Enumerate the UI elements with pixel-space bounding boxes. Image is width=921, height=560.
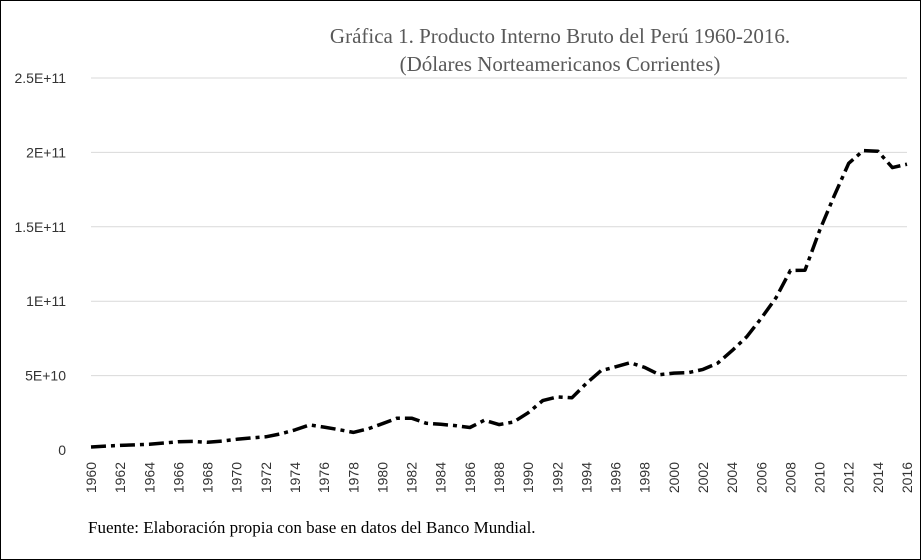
series-line-0 — [90, 148, 908, 449]
x-tick-label: 1966 — [170, 462, 186, 493]
x-tick-label: 1996 — [608, 462, 624, 493]
x-tick-label: 1960 — [83, 462, 99, 493]
x-tick-label: 1992 — [549, 462, 565, 493]
x-tick-label: 1962 — [112, 462, 128, 493]
x-tick-label: 2004 — [724, 462, 740, 493]
x-tick-label: 2002 — [695, 462, 711, 493]
x-tick-label: 1990 — [520, 462, 536, 493]
y-axis-ticks: 0 5E+10 1E+11 1.5E+11 2E+11 2.5E+11 — [14, 70, 66, 458]
x-axis-ticks: 1960 1962 1964 1966 1968 1970 1972 1974 1976 1978… — [83, 462, 915, 493]
series-layer — [90, 148, 908, 449]
x-tick-label: 1974 — [287, 462, 303, 493]
x-tick-label: 1968 — [200, 462, 216, 493]
x-tick-label: 1994 — [578, 462, 594, 493]
x-tick-label: 1980 — [374, 462, 390, 493]
source-note: Fuente: Elaboración propia con base en d… — [88, 518, 536, 537]
y-tick-label: 2.5E+11 — [14, 70, 66, 86]
x-tick-label: 1964 — [141, 462, 157, 493]
x-tick-label: 1978 — [345, 462, 361, 493]
y-tick-label: 5E+10 — [25, 368, 66, 384]
chart-title: Gráfica 1. Producto Interno Bruto del Pe… — [330, 24, 790, 48]
x-tick-label: 2016 — [899, 462, 915, 493]
x-tick-label: 1988 — [491, 462, 507, 493]
x-tick-label: 1986 — [462, 462, 478, 493]
y-tick-label: 2E+11 — [26, 144, 66, 160]
x-tick-label: 1984 — [433, 462, 449, 493]
x-tick-label: 1998 — [637, 462, 653, 493]
y-tick-label: 1.5E+11 — [14, 219, 66, 235]
x-tick-label: 1970 — [229, 462, 245, 493]
x-tick-label: 2010 — [812, 462, 828, 493]
x-tick-label: 2014 — [870, 462, 886, 493]
y-tick-label: 0 — [58, 442, 66, 458]
x-tick-label: 2006 — [753, 462, 769, 493]
chart-subtitle: (Dólares Norteamericanos Corrientes) — [400, 52, 721, 76]
x-tick-label: 2008 — [782, 462, 798, 493]
y-tick-label: 1E+11 — [26, 293, 66, 309]
x-tick-label: 2012 — [841, 462, 857, 493]
x-tick-label: 1976 — [316, 462, 332, 493]
x-tick-label: 2000 — [666, 462, 682, 493]
gridlines — [91, 77, 907, 377]
x-tick-label: 1982 — [404, 462, 420, 493]
x-tick-label: 1972 — [258, 462, 274, 493]
